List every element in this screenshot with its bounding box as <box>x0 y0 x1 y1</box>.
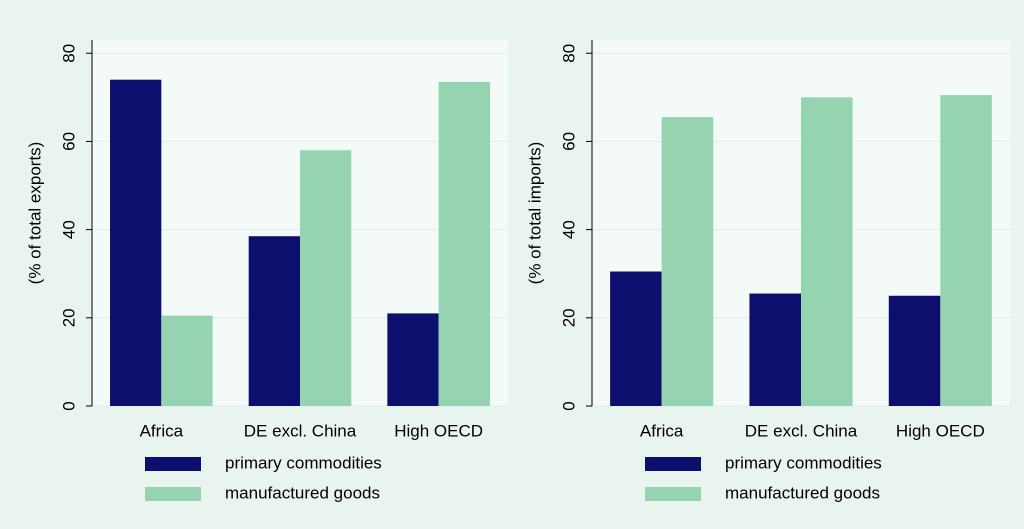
y-tick-label: 20 <box>59 308 78 327</box>
legend-label: manufactured goods <box>725 483 880 502</box>
bar <box>110 79 162 407</box>
y-tick-label: 40 <box>59 220 78 239</box>
bar <box>161 315 213 406</box>
legend-swatch <box>145 457 201 471</box>
x-tick-label: DE excl. China <box>745 421 858 440</box>
legend-label: primary commodities <box>225 453 382 472</box>
bar <box>300 150 352 406</box>
legend-label: manufactured goods <box>225 483 380 502</box>
bar <box>438 81 490 406</box>
legend-swatch <box>145 487 201 501</box>
bar <box>749 293 801 406</box>
legend-swatch <box>645 487 701 501</box>
x-tick-label: Africa <box>140 421 184 440</box>
y-tick-label: 0 <box>59 401 78 410</box>
y-axis-label: (% of total imports) <box>525 142 544 285</box>
bar <box>387 313 439 406</box>
bar <box>888 295 941 406</box>
x-tick-label: DE excl. China <box>244 421 357 440</box>
y-tick-label: 0 <box>559 401 578 410</box>
y-tick-label: 80 <box>59 44 78 63</box>
legend-label: primary commodities <box>725 453 882 472</box>
bar <box>248 236 300 406</box>
x-tick-label: Africa <box>640 421 684 440</box>
y-tick-label: 20 <box>559 308 578 327</box>
legend-swatch <box>645 457 701 471</box>
x-tick-label: High OECD <box>896 421 985 440</box>
bar <box>801 97 853 406</box>
bar <box>610 271 662 406</box>
y-axis-label: (% of total exports) <box>25 142 44 285</box>
y-tick-label: 60 <box>559 132 578 151</box>
bar <box>661 117 714 407</box>
bar <box>940 95 992 406</box>
y-tick-label: 60 <box>59 132 78 151</box>
y-tick-label: 40 <box>559 220 578 239</box>
y-tick-label: 80 <box>559 44 578 63</box>
x-tick-label: High OECD <box>394 421 483 440</box>
